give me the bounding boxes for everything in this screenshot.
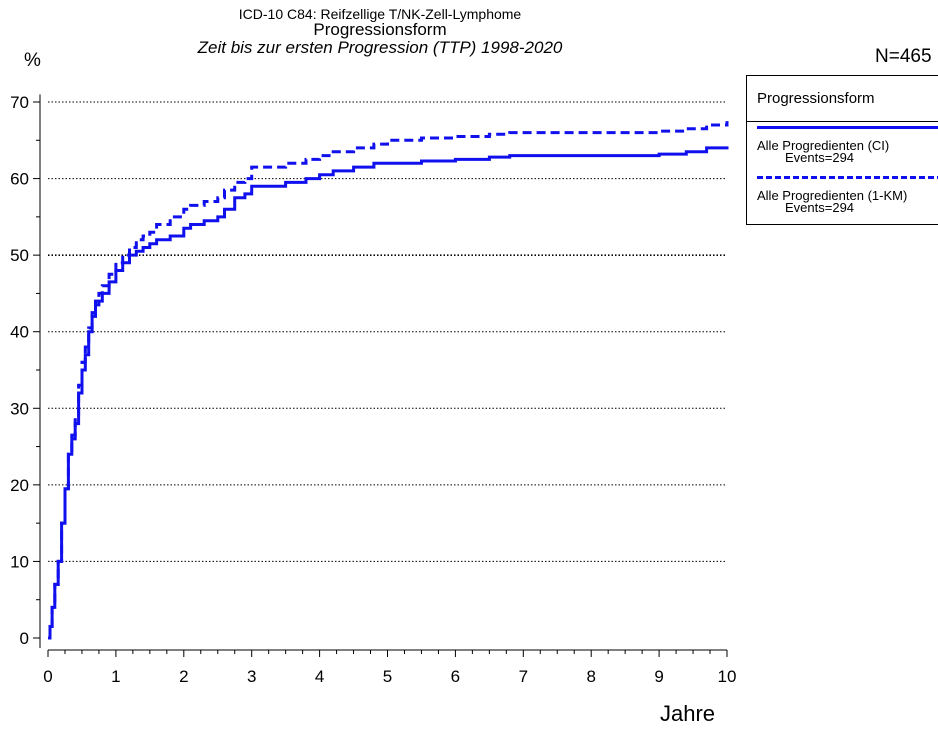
x-tick-label-2: 2 bbox=[179, 667, 188, 686]
legend-series-name-km: Alle Progredienten (1-KM) bbox=[757, 188, 908, 203]
chart-subtitle-ttp: Zeit bis zur ersten Progression (TTP) 19… bbox=[197, 38, 563, 57]
x-tick-label-5: 5 bbox=[383, 667, 392, 686]
y-tick-label-70: 70 bbox=[10, 93, 29, 112]
x-tick-label-0: 0 bbox=[43, 667, 52, 686]
x-tick-label-4: 4 bbox=[315, 667, 324, 686]
x-tick-label-8: 8 bbox=[586, 667, 595, 686]
legend-series-name-ci: Alle Progredienten (CI) bbox=[757, 138, 890, 153]
legend: Progressionsform Alle Progredienten (CI)… bbox=[746, 75, 938, 225]
legend-series-events-km: Events=294 bbox=[785, 200, 855, 215]
x-tick-label-1: 1 bbox=[111, 667, 120, 686]
chart-subtitle: Progressionsform bbox=[313, 20, 447, 39]
x-tick-label-6: 6 bbox=[451, 667, 460, 686]
legend-divider bbox=[747, 121, 938, 122]
legend-swatch-solid bbox=[757, 126, 938, 129]
legend-title: Progressionsform bbox=[757, 90, 875, 107]
series-line-km bbox=[48, 121, 729, 640]
y-tick-label-30: 30 bbox=[10, 399, 29, 418]
series-line-ci bbox=[48, 146, 729, 640]
y-tick-label-0: 0 bbox=[20, 629, 29, 648]
x-axis-label: Jahre bbox=[660, 701, 716, 726]
y-axis-label: % bbox=[24, 50, 41, 71]
x-tick-label-3: 3 bbox=[247, 667, 256, 686]
y-tick-label-60: 60 bbox=[10, 170, 29, 189]
chart-title: ICD-10 C84: Reifzellige T/NK-Zell-Lympho… bbox=[238, 6, 522, 22]
y-tick-label-50: 50 bbox=[10, 246, 29, 265]
x-tick-label-7: 7 bbox=[519, 667, 528, 686]
legend-swatch-dashed bbox=[757, 176, 938, 179]
sample-size-label: N=465 bbox=[875, 46, 932, 67]
y-tick-label-10: 10 bbox=[10, 552, 29, 571]
x-tick-label-10: 10 bbox=[718, 667, 737, 686]
y-tick-label-20: 20 bbox=[10, 476, 29, 495]
y-tick-label-40: 40 bbox=[10, 323, 29, 342]
x-tick-label-9: 9 bbox=[654, 667, 663, 686]
legend-series-events-ci: Events=294 bbox=[785, 150, 855, 165]
